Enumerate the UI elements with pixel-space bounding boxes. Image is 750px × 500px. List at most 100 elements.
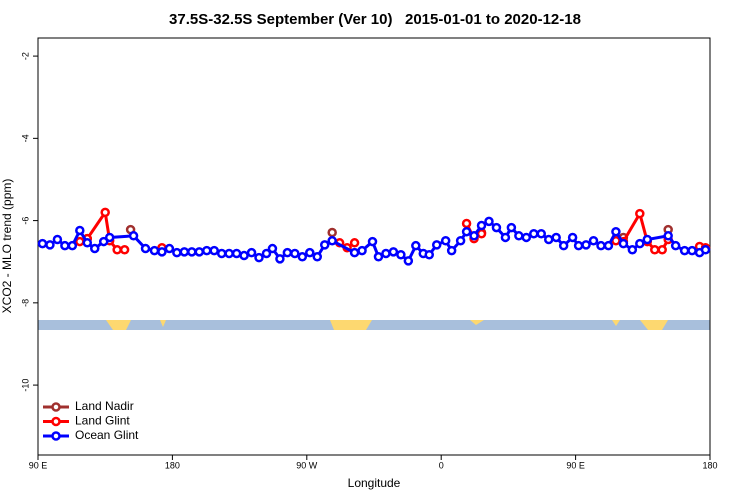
data-point (60, 240, 70, 251)
x-tick-label: 180 (702, 460, 717, 470)
data-point (172, 247, 182, 258)
data-point (179, 247, 190, 257)
data-point (657, 245, 667, 255)
data-point (411, 240, 421, 251)
data-point (327, 227, 337, 238)
data-point (403, 256, 414, 266)
data-point (635, 208, 645, 219)
x-tick-label: 0 (439, 460, 444, 470)
data-point (611, 226, 621, 237)
y-tick-label: -10 (20, 379, 30, 392)
data-point (349, 238, 360, 248)
data-point (164, 243, 175, 254)
data-point (627, 245, 638, 255)
x-tick-label: 90 E (566, 460, 585, 470)
data-point (558, 240, 569, 251)
land-patch (470, 320, 484, 325)
data-point (75, 236, 85, 247)
data-point (267, 243, 278, 254)
data-point (45, 240, 55, 250)
data-point (618, 238, 629, 249)
legend-marker (51, 416, 61, 427)
data-point (581, 240, 591, 250)
land-patch (612, 320, 620, 326)
data-point (588, 235, 599, 246)
data-point (254, 252, 264, 263)
data-point (396, 249, 406, 260)
legend-marker (51, 431, 61, 441)
data-point (75, 225, 85, 236)
data-point (461, 218, 472, 229)
data-point (700, 245, 711, 255)
data-point (37, 238, 48, 249)
data-point (573, 240, 584, 251)
data-point (567, 232, 578, 243)
data-point (642, 234, 653, 245)
data-point (491, 222, 502, 233)
data-point (239, 250, 249, 261)
data-point (246, 247, 257, 258)
data-point (679, 245, 690, 256)
data-point (201, 245, 212, 256)
land-patch (106, 320, 131, 330)
y-tick-label: -6 (20, 217, 30, 225)
data-point (67, 240, 78, 251)
data-point (149, 245, 160, 256)
data-point (670, 240, 681, 251)
data-point (305, 247, 315, 258)
data-point (506, 222, 517, 233)
data-point (687, 245, 697, 256)
data-point (112, 245, 122, 255)
data-point (536, 229, 547, 239)
x-tick-label: 90 E (29, 460, 48, 470)
data-point (469, 231, 479, 241)
legend-marker (51, 402, 61, 412)
data-point (367, 236, 378, 247)
data-point (461, 226, 472, 237)
data-point (424, 249, 435, 260)
data-point (100, 207, 110, 218)
data-point (209, 245, 219, 256)
data-point (476, 220, 487, 231)
chart-title: 37.5S-32.5S September (Ver 10) 2015-01-0… (169, 11, 581, 28)
data-point (275, 254, 285, 264)
data-point (357, 245, 367, 256)
data-point (500, 232, 511, 243)
data-point (373, 252, 384, 262)
data-point (89, 243, 100, 254)
data-point (224, 248, 234, 259)
data-point (543, 234, 554, 245)
data-point (261, 248, 272, 259)
data-point (140, 243, 151, 254)
data-point (52, 234, 63, 245)
legend-label: Land Nadir (75, 399, 134, 413)
data-point (128, 231, 139, 241)
data-point (440, 235, 451, 246)
data-point (521, 232, 532, 243)
y-axis-label: XCO2 - MLO trend (ppm) (0, 179, 14, 314)
ocean-band (38, 320, 710, 330)
data-point (388, 247, 399, 257)
data-point (297, 252, 308, 262)
data-point (484, 216, 494, 227)
data-point (157, 247, 167, 257)
x-tick-label: 90 W (296, 460, 318, 470)
data-point (514, 231, 524, 241)
legend-label: Land Glint (75, 414, 130, 428)
data-point (98, 236, 109, 247)
land-patch (160, 320, 166, 327)
legend-label: Ocean Glint (75, 428, 139, 442)
y-tick-label: -2 (20, 52, 30, 60)
data-point (663, 231, 673, 241)
data-point (104, 232, 115, 243)
data-point (82, 238, 93, 248)
data-point (290, 248, 300, 259)
data-point (446, 245, 457, 256)
data-point (282, 247, 293, 258)
data-point (596, 240, 606, 251)
y-tick-label: -8 (20, 299, 30, 307)
land-patch (330, 320, 372, 330)
data-point (551, 232, 561, 243)
data-point (194, 247, 205, 257)
